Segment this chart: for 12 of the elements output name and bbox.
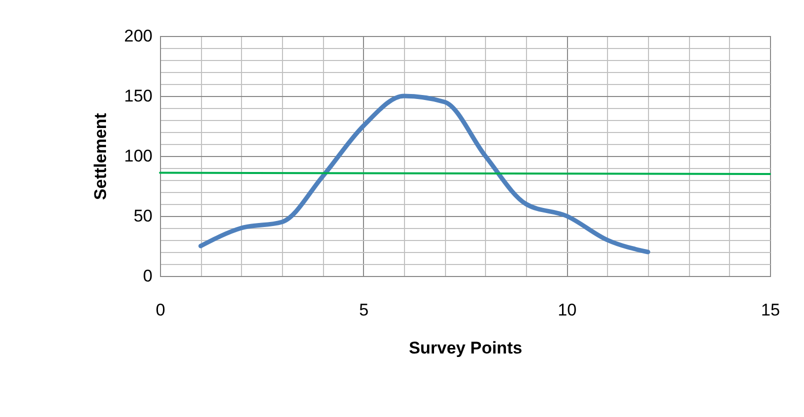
y-tick-label: 50 bbox=[134, 206, 152, 226]
y-tick-label: 100 bbox=[124, 146, 152, 166]
x-tick-label: 0 bbox=[156, 300, 166, 320]
x-tick-label: 10 bbox=[558, 300, 577, 320]
y-axis-title: Settlement bbox=[91, 112, 110, 200]
y-tick-label: 0 bbox=[143, 266, 152, 286]
y-tick-label: 150 bbox=[124, 86, 152, 106]
x-axis-title: Survey Points bbox=[408, 338, 522, 358]
x-tick-label: 15 bbox=[761, 300, 780, 320]
x-tick-label: 5 bbox=[359, 300, 369, 320]
line-series bbox=[198, 94, 650, 254]
y-tick-label: 200 bbox=[124, 26, 152, 46]
